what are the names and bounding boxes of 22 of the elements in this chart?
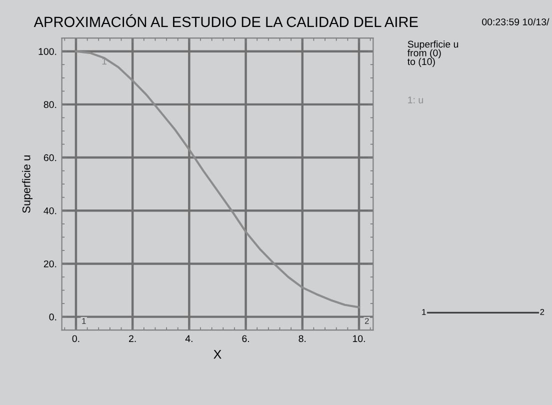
y-tick-label: 60. <box>44 154 56 162</box>
text: 1: u <box>408 96 423 104</box>
x-tick-label: 8. <box>298 335 306 342</box>
x-axis-title: X <box>214 350 222 359</box>
annotation: 1 <box>82 318 86 324</box>
y-tick-label: 40. <box>44 207 56 214</box>
y-tick-label: 20. <box>44 260 56 268</box>
y-axis-title: Superficie u <box>22 155 32 213</box>
chart-title: APROXIMACIÓN AL ESTUDIO DE LA CALIDAD DEL AIRE <box>34 14 418 28</box>
x-tick-label: 0. <box>72 335 80 342</box>
y-tick-label: 0. <box>49 314 56 320</box>
annotation: 2 <box>364 318 369 324</box>
text: 2 <box>540 308 544 315</box>
x-tick-label: 10. <box>352 335 365 342</box>
x-tick-label: 4. <box>185 335 192 342</box>
y-tick-label: 100. <box>38 48 56 55</box>
text: 1 <box>422 309 426 315</box>
x-tick-label: 2. <box>129 335 136 342</box>
y-tick-label: 80. <box>44 101 56 108</box>
text: 00:23:59 10/13/ <box>482 18 550 26</box>
text: Superficie u from (0) to (10) <box>408 40 458 67</box>
x-tick-label: 6. <box>242 335 249 342</box>
